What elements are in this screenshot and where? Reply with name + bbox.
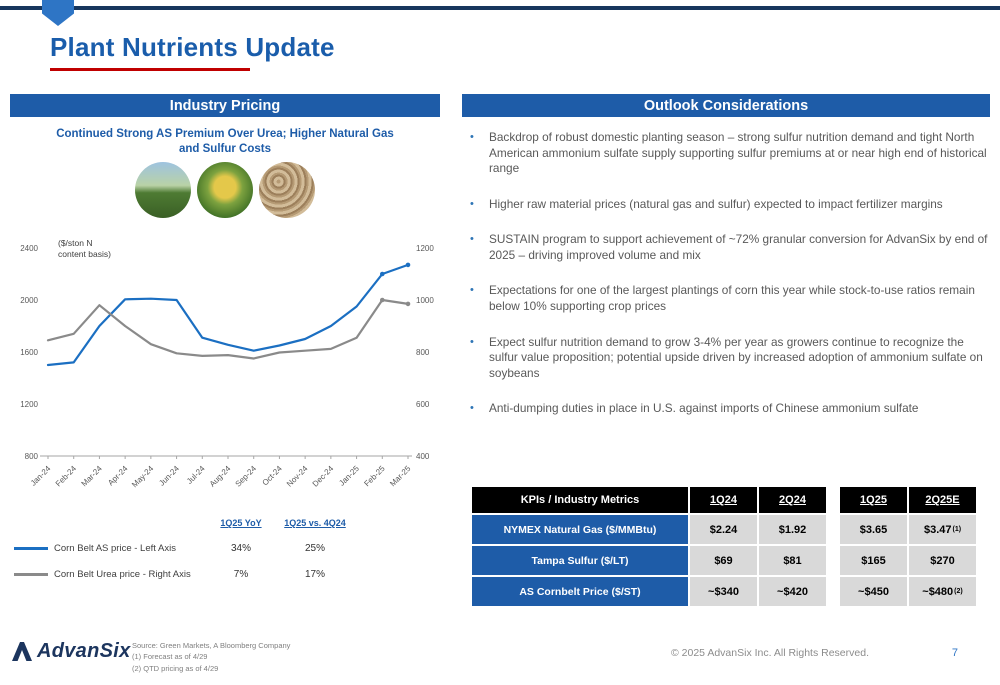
bullet-item: • Anti-dumping duties in place in U.S. ag…	[470, 401, 919, 416]
table-cell: $270	[909, 546, 976, 575]
chart-legend: 1Q25 YoY 1Q25 vs. 4Q24 Corn Belt AS pric…	[14, 518, 360, 580]
table-cell: ~$340	[690, 577, 757, 606]
as-yoy-value: 34%	[230, 543, 251, 554]
row-label-nymex: NYMEX Natural Gas ($/MMBtu)	[472, 515, 688, 544]
urea-yoy-value: 7%	[233, 569, 249, 580]
col-header-2q24: 2Q24	[759, 487, 826, 513]
legend-label-as: Corn Belt AS price - Left Axis	[54, 543, 176, 554]
row-label-sulfur: Tampa Sulfur ($/LT)	[472, 546, 688, 575]
svg-text:Apr-24: Apr-24	[106, 464, 130, 488]
industry-pricing-header: Industry Pricing	[10, 94, 440, 117]
svg-text:Mar-24: Mar-24	[80, 464, 105, 489]
advansix-logo: AdvanSix	[12, 640, 131, 663]
bullet-icon: •	[470, 197, 474, 210]
svg-text:Jul-24: Jul-24	[185, 464, 207, 486]
bullet-icon: •	[470, 233, 474, 246]
bullet-item: • Higher raw material prices (natural gas…	[470, 196, 943, 211]
svg-text:Feb-24: Feb-24	[54, 464, 79, 489]
svg-text:600: 600	[416, 400, 430, 409]
svg-text:Aug-24: Aug-24	[208, 464, 233, 489]
field-photo	[135, 162, 191, 218]
svg-text:Mar-25: Mar-25	[388, 464, 413, 489]
svg-text:Oct-24: Oct-24	[260, 464, 284, 488]
photo-strip	[10, 162, 440, 218]
bullet-icon: •	[470, 131, 474, 143]
source-footnotes: Source: Green Markets, A Bloomberg Compa…	[132, 640, 290, 674]
table-cell: ~$480 (2)	[909, 577, 976, 606]
table-cell: $3.65	[840, 515, 907, 544]
bullet-icon: •	[470, 335, 474, 348]
svg-text:1600: 1600	[20, 348, 38, 357]
row-label-as-cornbelt: AS Cornbelt Price ($/ST)	[472, 577, 688, 606]
down-arrow-marker	[42, 0, 74, 26]
table-cell: $3.47 (1)	[909, 515, 976, 544]
advansix-logo-icon	[12, 642, 32, 661]
column-gap	[828, 487, 838, 513]
bullet-icon: •	[470, 402, 474, 415]
column-gap	[828, 577, 838, 606]
kpi-table: KPIs / Industry Metrics 1Q24 2Q24 1Q25 2…	[472, 487, 976, 606]
svg-text:Jun-24: Jun-24	[157, 464, 181, 488]
footnote-2: (2) QTD pricing as of 4/29	[132, 663, 219, 673]
table-cell: ~$450	[840, 577, 907, 606]
bullet-icon: •	[470, 284, 474, 297]
bullet-item: • Expect sulfur nutrition demand to grow …	[470, 334, 983, 380]
legend-col-qoq: 1Q25 vs. 4Q24	[284, 518, 346, 528]
footnote-1: (1) Forecast as of 4/29	[132, 652, 208, 662]
column-gap	[828, 546, 838, 575]
outlook-bullet-list: • Backdrop of robust domestic planting se…	[470, 130, 992, 437]
bullet-item: • SUSTAIN program to support achievement …	[470, 232, 988, 262]
top-accent-line	[0, 6, 1000, 10]
svg-text:Nov-24: Nov-24	[285, 464, 310, 489]
granules-photo	[259, 162, 315, 218]
as-line-sample	[14, 547, 48, 550]
table-cell: ~$420	[759, 577, 826, 606]
page-title: Plant Nutrients Update	[50, 32, 335, 62]
chart-subtitle-line2: and Sulfur Costs	[178, 142, 271, 155]
column-gap	[828, 515, 838, 544]
table-cell: $165	[840, 546, 907, 575]
svg-text:1200: 1200	[416, 244, 434, 253]
svg-text:Feb-25: Feb-25	[362, 464, 387, 489]
price-line-chart: 800 1200 1600 2000 2400 400 600 800 1000 1200 Jan-…	[20, 244, 434, 490]
svg-text:800: 800	[416, 348, 430, 357]
svg-text:2000: 2000	[20, 296, 38, 305]
svg-text:Jan-24: Jan-24	[29, 464, 53, 488]
page-number: 7	[951, 647, 958, 659]
svg-text:Jan-25: Jan-25	[337, 464, 361, 488]
advansix-logo-text: AdvanSix	[37, 640, 131, 662]
svg-text:2400: 2400	[20, 244, 38, 253]
svg-text:800: 800	[25, 452, 39, 461]
as-qoq-value: 25%	[304, 543, 325, 554]
axis-units-note: ($/ston N content basis)	[58, 238, 111, 259]
title-underline	[50, 68, 250, 71]
svg-text:Dec-24: Dec-24	[311, 464, 336, 489]
copyright-text: © 2025 AdvanSix Inc. All Rights Reserved…	[670, 647, 869, 659]
footnote-source: Source: Green Markets, A Bloomberg Compa…	[132, 641, 291, 650]
chart-subtitle-line1: Continued Strong AS Premium Over Urea; H…	[56, 128, 394, 140]
col-header-1q24: 1Q24	[690, 487, 757, 513]
svg-text:Sep-24: Sep-24	[234, 464, 259, 489]
bullet-item: • Expectations for one of the largest pla…	[470, 283, 975, 313]
table-cell: $1.92	[759, 515, 826, 544]
bullet-item: • Backdrop of robust domestic planting se…	[470, 130, 987, 176]
svg-text:400: 400	[416, 452, 430, 461]
chart-subtitle: Continued Strong AS Premium Over Urea; H…	[10, 127, 440, 157]
table-cell: $81	[759, 546, 826, 575]
urea-line-sample	[14, 573, 48, 576]
svg-text:May-24: May-24	[130, 464, 156, 490]
svg-text:1000: 1000	[416, 296, 434, 305]
urea-qoq-value: 17%	[304, 569, 325, 580]
outlook-considerations-header: Outlook Considerations	[462, 94, 990, 117]
col-header-1q25: 1Q25	[840, 487, 907, 513]
svg-text:1200: 1200	[20, 400, 38, 409]
table-cell: $2.24	[690, 515, 757, 544]
legend-label-urea: Corn Belt Urea price - Right Axis	[54, 569, 191, 580]
kpi-table-title: KPIs / Industry Metrics	[472, 487, 688, 513]
col-header-2q25e: 2Q25E	[909, 487, 976, 513]
table-cell: $69	[690, 546, 757, 575]
legend-col-yoy: 1Q25 YoY	[220, 518, 262, 528]
corn-photo	[197, 162, 253, 218]
